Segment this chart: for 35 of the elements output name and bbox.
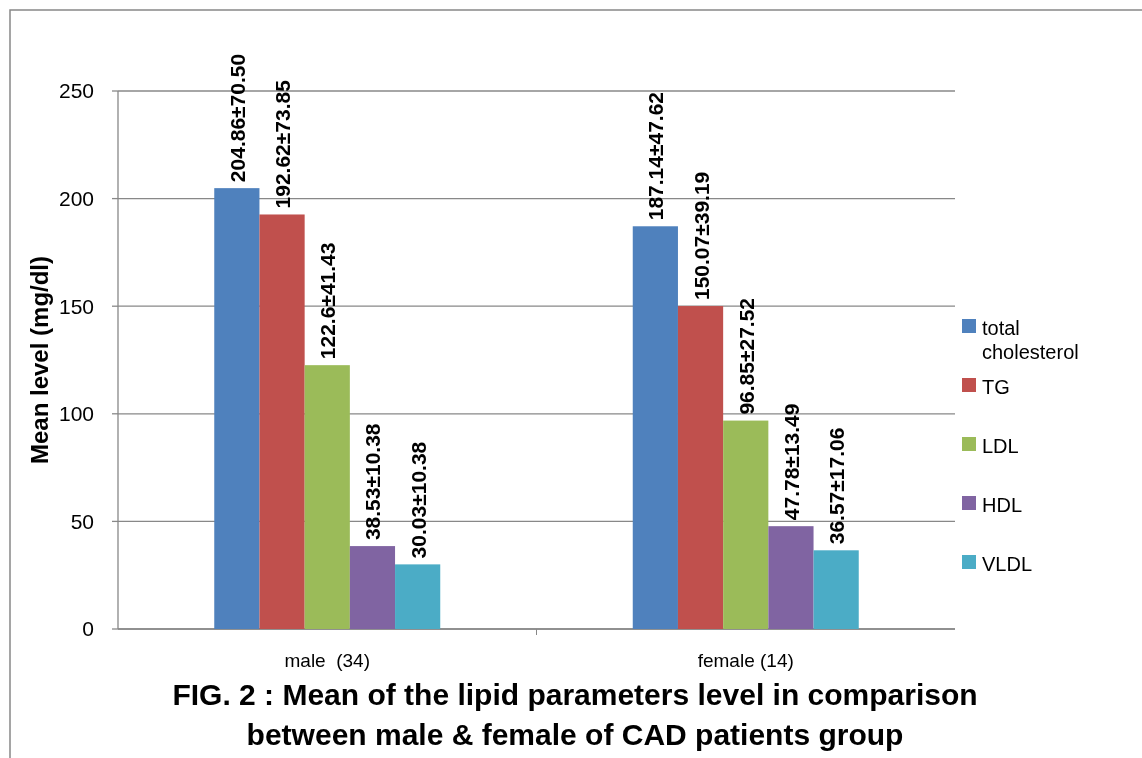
y-tick-label: 150 bbox=[58, 294, 94, 318]
y-tick-label: 200 bbox=[58, 186, 94, 210]
data-label: 47.78±13.49 bbox=[779, 403, 803, 521]
legend-label: LDL bbox=[982, 435, 1019, 457]
data-label: 192.62±73.85 bbox=[271, 79, 295, 209]
data-label: 122.6±41.43 bbox=[316, 242, 340, 360]
y-axis-title: Mean level (mg/dl) bbox=[26, 255, 53, 465]
bar bbox=[304, 365, 350, 629]
x-tick-label: male (34) bbox=[284, 650, 371, 671]
legend-label: HDL bbox=[982, 494, 1023, 516]
data-label: 30.03±10.38 bbox=[406, 441, 430, 559]
data-label: 204.86±70.50 bbox=[225, 53, 249, 183]
data-label: 150.07±39.19 bbox=[689, 171, 713, 301]
bar bbox=[395, 564, 441, 629]
data-label: 187.14±47.62 bbox=[644, 91, 668, 221]
bar bbox=[214, 188, 260, 629]
y-tick-label: 0 bbox=[82, 617, 94, 641]
y-tick-label: 50 bbox=[70, 509, 94, 533]
data-label: 36.57±17.06 bbox=[825, 427, 849, 545]
data-label: 96.85±27.52 bbox=[734, 297, 758, 415]
bar bbox=[813, 550, 859, 629]
legend-label: TG bbox=[982, 376, 1010, 398]
bar bbox=[259, 214, 305, 629]
y-tick-label: 100 bbox=[58, 402, 94, 426]
bar bbox=[768, 526, 814, 629]
x-tick-label: female (14) bbox=[697, 650, 794, 671]
y-tick-label: 250 bbox=[58, 79, 94, 103]
legend-label: VLDL bbox=[982, 553, 1033, 575]
data-label: 38.53±10.38 bbox=[361, 423, 385, 541]
bar bbox=[349, 546, 396, 629]
bar bbox=[632, 226, 678, 629]
legend-label: total cholesterol bbox=[982, 317, 1079, 363]
bar bbox=[723, 420, 769, 629]
text: FIG. 2 : Mean of the lipid parameters level in comparison between male & female of CAD patients group bbox=[172, 678, 978, 751]
bar bbox=[677, 306, 724, 629]
